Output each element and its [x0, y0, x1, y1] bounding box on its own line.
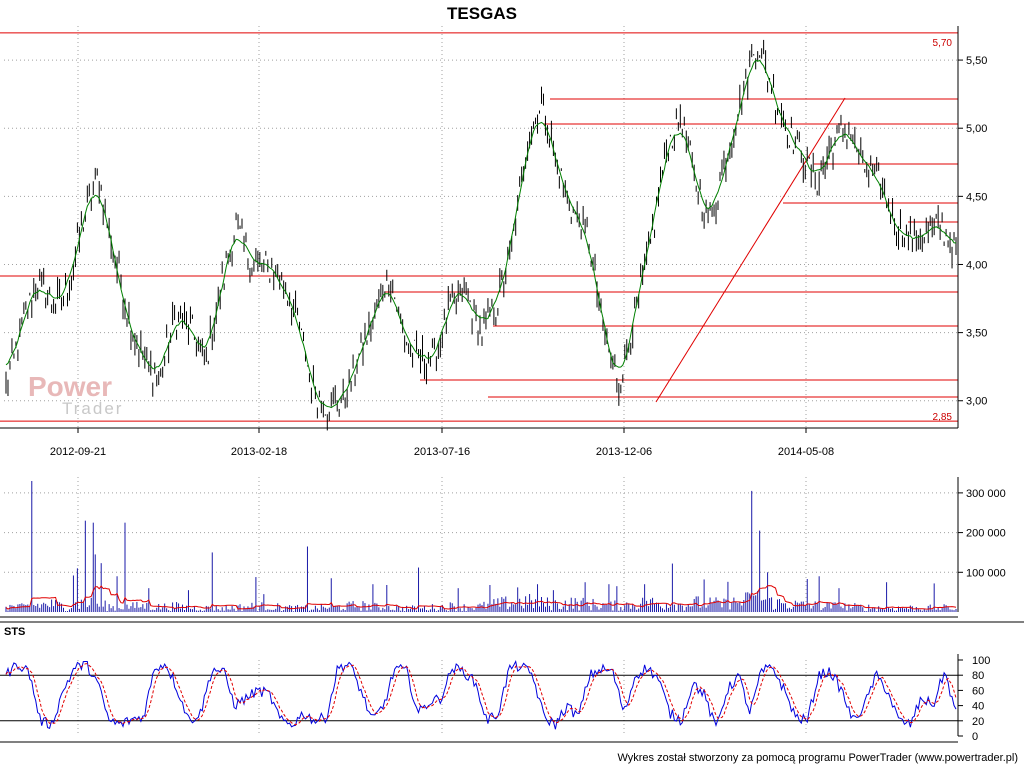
sts-y-tick-label: 20 — [972, 716, 984, 728]
max-level-label: 5,70 — [933, 38, 953, 49]
price-y-axis: 3,00 3,50 4,00 4,50 5,00 5,50 — [958, 55, 987, 408]
sts-d-line — [5, 663, 957, 726]
price-bars — [5, 39, 957, 431]
price-y-tick-label: 4,50 — [966, 191, 987, 203]
price-x-tick-label: 2013-02-18 — [231, 446, 287, 458]
min-level-label: 2,85 — [933, 412, 953, 423]
sts-panel: STS 0 20 40 60 80 100 — [0, 626, 990, 743]
sts-k-line — [5, 660, 957, 730]
price-y-tick-label: 3,00 — [966, 396, 987, 408]
volume-bars — [5, 480, 957, 612]
price-y-tick-label: 5,50 — [966, 55, 987, 67]
sts-grid — [0, 660, 958, 736]
sts-y-tick-label: 0 — [972, 731, 978, 743]
price-moving-average-line — [5, 59, 957, 409]
watermark-logo: Power Trader — [28, 371, 123, 418]
price-y-tick-label: 3,50 — [966, 328, 987, 340]
support-resistance-lines — [0, 32, 958, 422]
price-y-tick-label: 5,00 — [966, 123, 987, 135]
price-x-tick-label: 2014-05-08 — [778, 446, 834, 458]
price-grid — [4, 26, 958, 428]
sts-y-tick-label: 60 — [972, 685, 984, 697]
sts-y-tick-label: 100 — [972, 655, 990, 667]
price-x-tick-label: 2013-12-06 — [596, 446, 652, 458]
footer-credit: Wykres został stworzony za pomocą progra… — [617, 752, 1018, 764]
watermark-power: Power — [28, 371, 112, 402]
sts-y-tick-label: 40 — [972, 701, 984, 713]
price-x-tick-label: 2012-09-21 — [50, 446, 106, 458]
volume-grid — [4, 477, 958, 612]
volume-average-line — [5, 585, 957, 610]
watermark-trader: Trader — [62, 399, 123, 418]
sts-label: STS — [4, 626, 25, 638]
sts-y-tick-label: 80 — [972, 670, 984, 682]
price-y-tick-label: 4,00 — [966, 259, 987, 271]
volume-panel: 100 000 200 000 300 000 — [4, 477, 1006, 612]
volume-y-tick-label: 300 000 — [966, 488, 1006, 500]
price-panel: Power Trader 3,00 3,50 4,00 4,50 5,00 5,50 20… — [0, 26, 987, 458]
price-x-tick-label: 2013-07-16 — [414, 446, 470, 458]
volume-y-tick-label: 100 000 — [966, 567, 1006, 579]
price-x-axis: 2012-09-21 2013-02-18 2013-07-16 2013-12-06… — [50, 428, 834, 458]
trend-line — [655, 97, 846, 403]
chart-title: TESGAS — [447, 4, 517, 23]
volume-y-tick-label: 200 000 — [966, 528, 1006, 540]
volume-y-axis: 100 000 200 000 300 000 — [958, 488, 1006, 579]
sts-y-axis: 0 20 40 60 80 100 — [958, 655, 990, 743]
